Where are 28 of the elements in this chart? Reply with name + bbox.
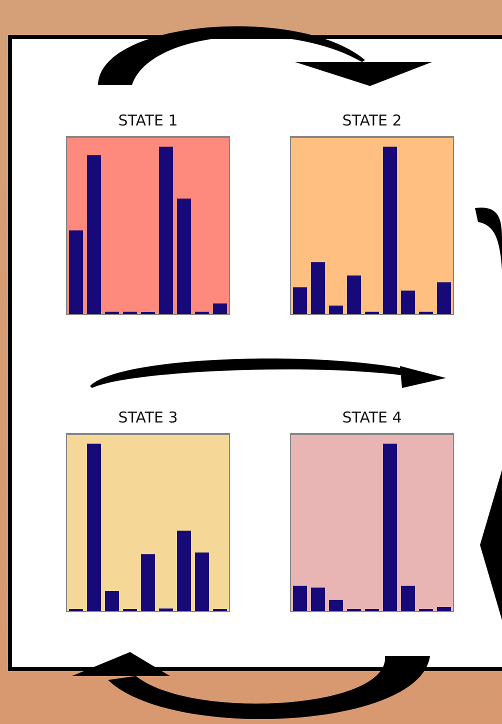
chart-title: STATE 4 <box>342 408 402 427</box>
bar <box>383 146 397 314</box>
bar <box>347 276 361 314</box>
bar <box>329 306 343 314</box>
bar <box>213 303 227 314</box>
bar <box>87 155 101 314</box>
bar <box>87 444 101 611</box>
bar <box>401 290 415 314</box>
bar <box>177 530 191 611</box>
chart-title: STATE 3 <box>118 408 178 427</box>
bar <box>311 588 325 611</box>
bar <box>177 198 191 314</box>
bar <box>195 552 209 611</box>
bar <box>311 262 325 314</box>
bar <box>293 287 307 314</box>
bar <box>329 600 343 611</box>
bar <box>401 586 415 611</box>
chart-title: STATE 1 <box>118 112 178 130</box>
bar <box>437 282 451 314</box>
bar <box>159 146 173 314</box>
bar <box>69 230 83 314</box>
bar <box>141 554 155 611</box>
bar <box>105 590 119 611</box>
bar <box>437 606 451 611</box>
bar <box>383 444 397 611</box>
bar <box>159 608 173 611</box>
chart-title: STATE 2 <box>342 112 402 130</box>
bar <box>293 586 307 611</box>
